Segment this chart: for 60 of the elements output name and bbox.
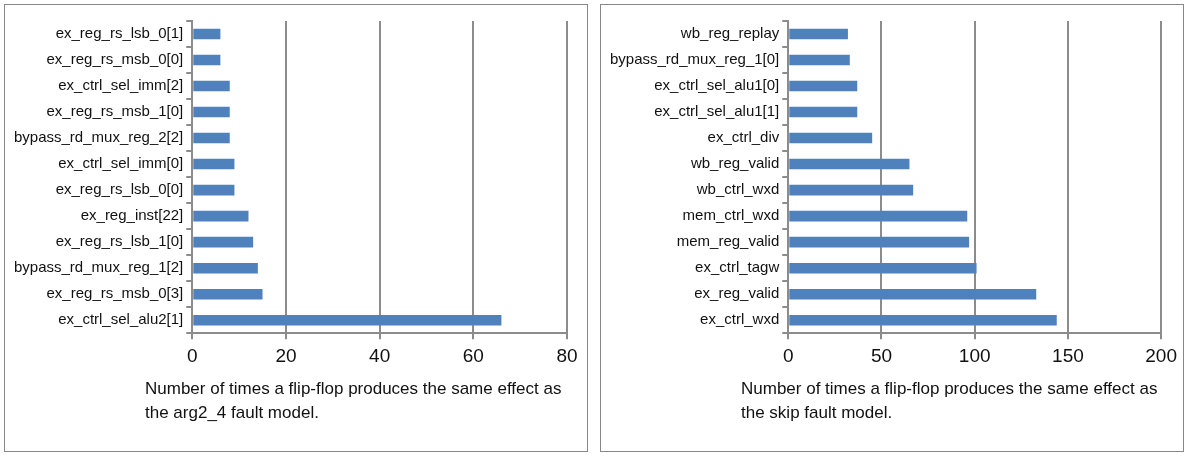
y-tick-label: ex_ctrl_tagw xyxy=(695,258,780,276)
y-tick-label: mem_reg_valid xyxy=(676,232,780,250)
x-tick-label: 0 xyxy=(782,344,794,366)
bar xyxy=(193,314,502,326)
bar xyxy=(193,210,249,222)
y-tick-label: bypass_rd_mux_reg_2[2] xyxy=(13,128,184,146)
y-tick-label: ex_reg_rs_msb_0[0] xyxy=(46,50,184,68)
bar xyxy=(193,262,258,274)
x-tick-label: 100 xyxy=(958,344,991,366)
bar xyxy=(789,80,858,92)
bar xyxy=(789,210,968,222)
x-tick-label: 150 xyxy=(1052,344,1084,366)
y-tick-label: ex_reg_rs_lsb_1[0] xyxy=(55,232,184,250)
y-tick-label: mem_ctrl_wxd xyxy=(682,206,780,224)
bar xyxy=(789,288,1037,300)
y-tick-label: ex_ctrl_div xyxy=(707,128,780,146)
x-tick-label: 50 xyxy=(870,344,893,366)
y-tick-label: bypass_rd_mux_reg_1[2] xyxy=(13,258,184,276)
bar xyxy=(193,28,221,40)
y-tick-label: bypass_rd_mux_reg_1[0] xyxy=(609,50,780,68)
y-tick-label: ex_ctrl_sel_alu1[1] xyxy=(654,102,780,120)
bar xyxy=(789,236,970,248)
bar xyxy=(789,28,848,40)
y-tick-label: ex_reg_rs_lsb_0[0] xyxy=(55,180,184,198)
y-tick-label: ex_ctrl_sel_imm[2] xyxy=(58,76,184,94)
y-tick-label: ex_reg_valid xyxy=(694,284,780,302)
bar xyxy=(789,184,914,196)
bar xyxy=(193,288,263,300)
y-tick-label: wb_reg_replay xyxy=(679,24,780,42)
bar xyxy=(193,54,221,66)
y-tick-label: wb_reg_valid xyxy=(689,154,780,172)
x-tick-label: 60 xyxy=(462,344,484,366)
bar xyxy=(193,236,254,248)
y-tick-label: ex_reg_rs_lsb_0[1] xyxy=(55,24,184,42)
x-axis-title: Number of times a flip-flop produces the same effect as the skip fault model. xyxy=(741,378,1159,424)
x-tick-label: 20 xyxy=(275,344,297,366)
x-tick-label: 40 xyxy=(369,344,391,366)
y-tick-label: ex_reg_rs_msb_0[3] xyxy=(46,284,184,302)
y-tick-label: wb_ctrl_wxd xyxy=(695,180,780,198)
bar xyxy=(193,132,230,144)
y-tick-label: ex_ctrl_sel_alu2[1] xyxy=(58,310,184,328)
bar xyxy=(193,106,230,118)
bar xyxy=(789,132,873,144)
x-tick-label: 80 xyxy=(556,344,578,366)
y-tick-label: ex_ctrl_sel_imm[0] xyxy=(58,154,184,172)
bar xyxy=(789,262,977,274)
x-axis-title: Number of times a flip-flop produces the same effect as the arg2_4 fault model. xyxy=(145,378,563,424)
bar xyxy=(193,158,235,170)
bar xyxy=(789,314,1057,326)
y-tick-label: ex_reg_inst[22] xyxy=(80,206,184,224)
bar xyxy=(193,184,235,196)
bar xyxy=(789,54,850,66)
y-tick-label: ex_ctrl_sel_alu1[0] xyxy=(654,76,780,94)
bar xyxy=(789,106,858,118)
bar xyxy=(789,158,910,170)
y-tick-label: ex_ctrl_wxd xyxy=(700,310,780,328)
x-tick-label: 200 xyxy=(1145,344,1177,366)
x-tick-label: 0 xyxy=(186,344,198,366)
bar xyxy=(193,80,230,92)
y-tick-label: ex_reg_rs_msb_1[0] xyxy=(46,102,184,120)
